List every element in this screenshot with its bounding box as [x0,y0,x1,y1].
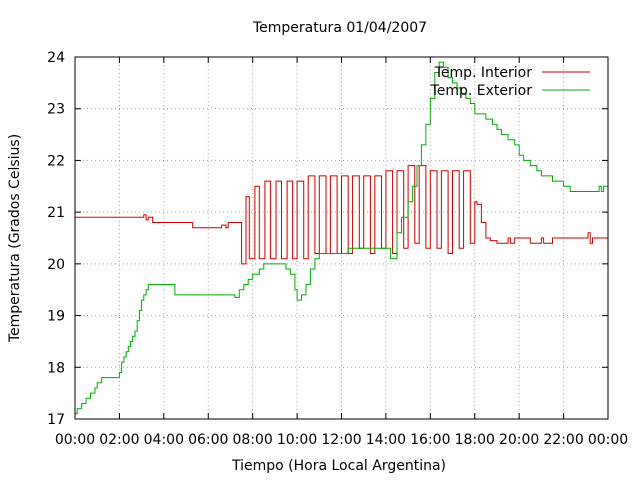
x-tick-label: 22:00 [543,432,583,448]
x-axis-label: Tiempo (Hora Local Argentina) [231,458,446,474]
legend: Temp. Interior Temp. Exterior [430,65,590,99]
y-tick-label: 24 [47,50,65,66]
x-tick-label: 02:00 [99,432,139,448]
legend-label: Temp. Interior [434,65,533,81]
series-line-interior [75,165,608,265]
series-line-exterior [75,61,608,415]
y-tick-label: 22 [47,153,65,169]
x-tick-label: 00:00 [55,432,95,448]
chart-title: Temperatura 01/04/2007 [252,20,427,36]
plot-border [74,56,609,420]
y-axis-label: Temperatura (Grados Celsius) [7,134,23,343]
x-tick-label: 18:00 [455,432,495,448]
y-tick-label: 23 [47,102,65,118]
x-tick-label: 00:00 [588,432,628,448]
x-tick-label: 14:00 [366,432,406,448]
y-tick-label: 18 [47,360,65,376]
x-tick-label: 12:00 [321,432,361,448]
x-tick-label: 04:00 [144,432,184,448]
axes: 00:00 02:00 04:00 06:00 08:00 10:00 12:00 14:00… [47,50,628,448]
legend-label: Temp. Exterior [430,83,533,99]
x-tick-label: 08:00 [232,432,272,448]
y-tick-label: 20 [47,257,65,273]
series-layer [75,61,608,415]
x-tick-label: 06:00 [188,432,228,448]
x-tick-label: 20:00 [499,432,539,448]
y-tick-label: 17 [47,412,65,428]
x-tick-label: 10:00 [277,432,317,448]
y-tick-label: 19 [47,309,65,325]
x-tick-label: 16:00 [410,432,450,448]
y-tick-label: 21 [47,205,65,221]
